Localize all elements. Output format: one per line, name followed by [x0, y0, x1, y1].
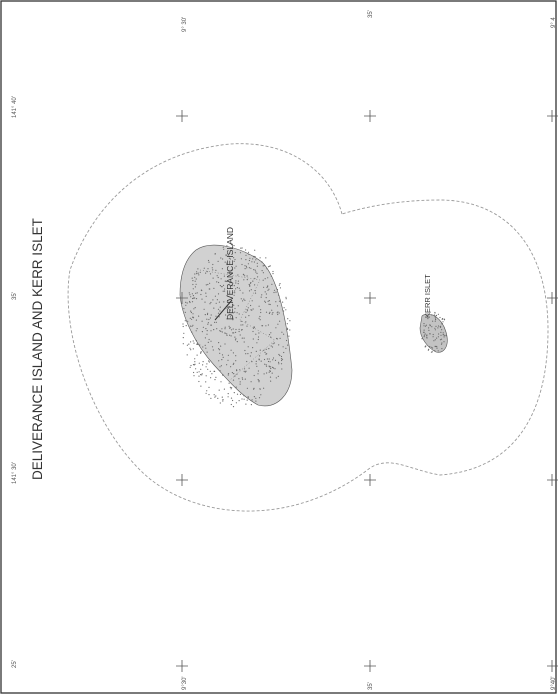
latitude-label-top-mid: 35' — [368, 10, 374, 18]
latitude-label-bottom-right: 9°40' — [551, 676, 557, 690]
territorial-limit-boundary — [67, 143, 549, 512]
latitude-label-bottom-mid: 35' — [368, 682, 374, 690]
map-title: DELIVERANCE ISLAND AND KERR ISLET — [30, 218, 45, 480]
latitude-label-top-right: 9° 4 — [551, 17, 557, 28]
longitude-label-top: 141° 40' — [12, 96, 18, 118]
kerr-islet-label: KERR ISLET — [423, 274, 432, 318]
kerr-islet — [419, 313, 448, 353]
latitude-label-bottom-left: 9°30' — [182, 676, 188, 690]
deliverance-island — [179, 244, 293, 407]
latitude-label-top-left: 9° 30' — [182, 17, 188, 32]
deliverance-island-label: DELIVERANCE ISLAND — [225, 227, 235, 320]
longitude-label-lower-mid: 141° 30' — [12, 462, 18, 484]
graticule-crosses — [176, 110, 558, 672]
longitude-label-upper-mid: 35' — [12, 292, 18, 300]
longitude-label-bottom: 25' — [12, 660, 18, 668]
land-stipple — [182, 244, 447, 408]
